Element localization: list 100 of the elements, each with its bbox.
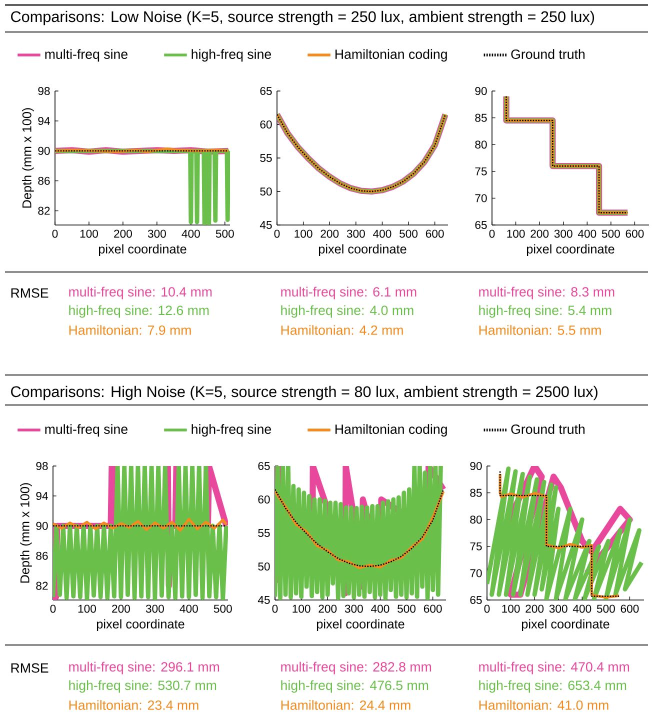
y-tick-label: 98 <box>36 462 48 470</box>
x-tick-label: 400 <box>180 604 198 613</box>
legend-label: high-freq sine <box>192 424 272 437</box>
y-tick-label: 70 <box>470 569 482 578</box>
text: multi-freq sine: 296.1 mm <box>69 662 220 674</box>
text: high-freq sine: 5.4 mm <box>479 305 612 318</box>
x-axis-title: pixel coordinate <box>522 619 610 632</box>
x-tick-label: 500 <box>216 230 234 238</box>
x-tick-label: 100 <box>294 230 312 238</box>
y-tick-label: 45 <box>258 596 270 604</box>
y-tick-label: 75 <box>470 542 482 550</box>
x-tick-label: 600 <box>620 604 639 613</box>
x-axis-title: pixel coordinate <box>318 244 406 256</box>
y-tick-label: 70 <box>475 194 487 202</box>
y-tick-label: 82 <box>36 582 48 590</box>
x-tick-label: 500 <box>596 604 615 613</box>
text: RMSE <box>11 663 48 673</box>
y-tick-label: 90 <box>470 462 482 470</box>
x-tick-label: 100 <box>292 604 310 613</box>
text: Hamiltonian: 41.0 mm <box>479 700 608 710</box>
y-tick-label: 86 <box>36 552 48 560</box>
y-tick-label: 94 <box>38 116 50 125</box>
y-tick-label: 94 <box>36 492 48 500</box>
x-tick-label: 600 <box>626 230 644 238</box>
text: high-freq sine: 4.0 mm <box>281 305 414 318</box>
x-tick-label: 300 <box>346 230 365 238</box>
x-tick-label: 300 <box>344 604 363 613</box>
text: Hamiltonian: 7.9 mm <box>69 325 191 335</box>
y-tick-label: 90 <box>38 146 50 155</box>
legend-label: Ground truth <box>511 424 585 434</box>
text: Comparisons: High Noise (K=5, source strength = 80 lux, ambient strength = 2500 lux) <box>11 386 598 400</box>
y-tick-label: 60 <box>260 120 272 129</box>
x-tick-label: 600 <box>424 604 442 613</box>
y-tick-label: 80 <box>470 516 482 524</box>
legend-label: multi-freq sine <box>45 49 128 62</box>
y-tick-label: 75 <box>475 167 487 176</box>
x-tick-label: 400 <box>578 230 596 238</box>
x-tick-label: 500 <box>398 604 416 613</box>
x-tick-label: 0 <box>274 230 280 238</box>
text: high-freq sine: 653.4 mm <box>479 680 626 693</box>
legend-label: Ground truth <box>511 49 585 59</box>
y-tick-label: 98 <box>38 87 50 96</box>
y-tick-label: 60 <box>258 496 270 504</box>
y-tick-label: 55 <box>258 529 270 537</box>
x-tick-label: 300 <box>148 230 166 238</box>
x-tick-label: 400 <box>182 230 200 238</box>
x-tick-label: 500 <box>400 230 418 238</box>
y-tick-label: 85 <box>470 488 482 497</box>
text: multi-freq sine: 470.4 mm <box>479 662 630 674</box>
text: Comparisons: Low Noise (K=5, source strength = 250 lux, ambient strength = 250 lux) <box>11 10 594 26</box>
x-tick-label: 400 <box>572 604 592 613</box>
x-tick-label: 400 <box>373 230 392 238</box>
x-tick-label: 200 <box>318 604 337 613</box>
text: high-freq sine: 476.5 mm <box>281 680 428 693</box>
text: multi-freq sine: 8.3 mm <box>479 286 614 300</box>
x-tick-label: 300 <box>549 604 568 613</box>
legend-label: Hamiltonian coding <box>335 49 447 62</box>
y-tick-label: 90 <box>36 522 48 530</box>
x-tick-label: 200 <box>112 604 130 613</box>
y-tick-label: 65 <box>258 462 270 470</box>
text: multi-freq sine: 10.4 mm <box>69 286 212 300</box>
x-tick-label: 200 <box>320 230 339 238</box>
x-tick-label: 300 <box>146 604 164 613</box>
x-tick-label: 200 <box>530 230 549 238</box>
y-tick-label: 80 <box>475 140 487 149</box>
y-tick-label: 65 <box>475 221 487 230</box>
text: RMSE <box>11 288 48 298</box>
x-tick-label: 100 <box>78 604 96 613</box>
x-tick-label: 600 <box>426 230 444 238</box>
y-tick-label: 50 <box>258 562 270 571</box>
text: multi-freq sine: 282.8 mm <box>281 662 432 674</box>
x-tick-label: 100 <box>507 230 525 238</box>
y-axis-title: Depth (mm x 100) <box>22 108 34 208</box>
x-axis-title: pixel coordinate <box>96 619 184 632</box>
text: high-freq sine: 530.7 mm <box>69 680 216 693</box>
y-tick-label: 65 <box>260 87 272 96</box>
x-tick-label: 0 <box>50 604 56 613</box>
text: Hamiltonian: 4.2 mm <box>281 325 403 335</box>
legend-label: high-freq sine <box>192 49 272 62</box>
x-tick-label: 0 <box>489 230 495 238</box>
legend-label: multi-freq sine <box>45 424 128 437</box>
x-tick-label: 300 <box>554 230 572 238</box>
y-tick-label: 55 <box>260 154 272 162</box>
x-axis-title: pixel coordinate <box>98 244 186 256</box>
x-tick-label: 0 <box>484 604 490 613</box>
y-tick-label: 45 <box>260 221 272 229</box>
x-tick-label: 500 <box>602 230 620 238</box>
text: high-freq sine: 12.6 mm <box>69 305 209 318</box>
y-axis-title: Depth (mm x 100) <box>20 483 32 583</box>
y-tick-label: 90 <box>475 87 487 96</box>
y-tick-label: 50 <box>260 188 272 196</box>
x-tick-label: 100 <box>502 604 520 613</box>
text: Hamiltonian: 5.5 mm <box>479 325 601 335</box>
x-tick-label: 200 <box>526 604 544 613</box>
y-tick-label: 82 <box>38 206 50 215</box>
legend-label: Hamiltonian coding <box>335 424 447 437</box>
x-tick-label: 0 <box>272 604 278 613</box>
x-axis-title: pixel coordinate <box>316 619 404 632</box>
y-tick-label: 86 <box>38 176 50 185</box>
x-tick-label: 200 <box>114 230 132 238</box>
